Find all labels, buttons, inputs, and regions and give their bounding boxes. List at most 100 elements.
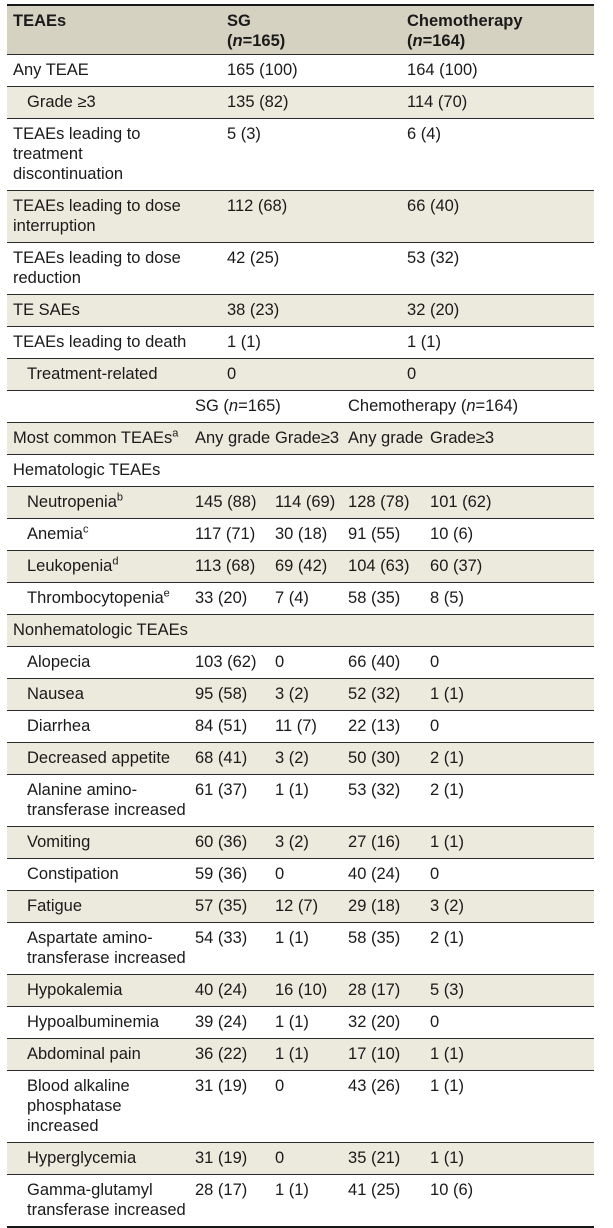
- value-cell: 54 (33): [195, 929, 248, 947]
- column-header-any-grade-sg: Any grade: [195, 422, 275, 455]
- header-label: Chemotherapy: [407, 12, 523, 30]
- table-row: Decreased appetite 68 (41) 3 (2) 50 (30)…: [7, 742, 595, 775]
- table-row: TEAEs leading to dose interruption 112 (…: [7, 190, 595, 243]
- value-cell: 95 (58): [195, 678, 275, 711]
- row-label: Hypoalbuminemia: [27, 1013, 160, 1031]
- value-cell: 3 (2): [430, 890, 595, 923]
- value-cell: 66 (40): [348, 653, 401, 671]
- column-header-any-grade-chemo: Any grade: [348, 422, 431, 455]
- value-cell: 3 (2): [275, 678, 349, 711]
- value-cell: 101 (62): [430, 486, 595, 519]
- value-cell: 43 (26): [348, 1077, 401, 1095]
- table-row: Fatigue 57 (35) 12 (7) 29 (18) 3 (2): [7, 890, 595, 923]
- footnote-marker: e: [163, 587, 170, 600]
- row-label: Constipation: [27, 865, 119, 883]
- value-cell: 35 (21): [348, 1142, 431, 1175]
- value-cell: 39 (24): [195, 1013, 248, 1031]
- value-cell: 58 (35): [348, 589, 401, 607]
- value-cell: 1 (1): [275, 929, 309, 947]
- row-label: Vomiting: [7, 826, 195, 859]
- value-cell: 38 (23): [195, 294, 349, 327]
- value-cell: 2 (1): [430, 742, 595, 775]
- value-cell: 1 (1): [275, 1181, 309, 1199]
- table-row: Grade ≥3 135 (82) 114 (70): [7, 86, 595, 119]
- row-label: Nausea: [7, 678, 195, 711]
- value-cell: 0: [275, 653, 285, 671]
- value-cell: 3 (2): [275, 742, 349, 775]
- table-header-row: TEAEs SG (n=165) Chemotherapy (n=164): [7, 5, 595, 55]
- table-row: Treatment-related 0 0: [7, 358, 595, 391]
- row-label: Fatigue: [7, 890, 195, 923]
- value-cell: 52 (32): [348, 678, 431, 711]
- row-label: Alanine amino- transferase increased: [27, 781, 186, 819]
- footnote-marker: d: [112, 555, 119, 568]
- value-cell: 50 (30): [348, 742, 431, 775]
- table-row: TE SAEs 38 (23) 32 (20): [7, 294, 595, 327]
- row-label: Gamma-glutamyl transferase increased: [27, 1181, 186, 1219]
- table-row: Constipation 59 (36) 0 40 (24) 0: [7, 858, 595, 891]
- value-cell: 5 (3): [430, 974, 595, 1007]
- table-row: Anemiac 117 (71) 30 (18) 91 (55) 10 (6): [7, 518, 595, 551]
- column-header-chemotherapy: Chemotherapy (n=164): [348, 5, 595, 55]
- value-cell: 31 (19): [195, 1077, 248, 1095]
- row-label: TEAEs leading to treatment discontinuati…: [13, 125, 141, 183]
- value-cell: 33 (20): [195, 589, 248, 607]
- row-label: TE SAEs: [7, 294, 195, 327]
- row-label: Treatment-related: [7, 358, 195, 391]
- row-label: Grade ≥3: [7, 86, 195, 119]
- value-cell: 3 (2): [275, 826, 349, 859]
- value-cell: 69 (42): [275, 550, 349, 583]
- table-row: Abdominal pain 36 (22) 1 (1) 17 (10) 1 (…: [7, 1038, 595, 1071]
- value-cell: 6 (4): [407, 125, 441, 143]
- teae-table-container: TEAEs SG (n=165) Chemotherapy (n=164) Any …: [7, 4, 595, 1228]
- empty-cell: [7, 391, 195, 423]
- value-cell: 68 (41): [195, 742, 275, 775]
- teae-table: TEAEs SG (n=165) Chemotherapy (n=164) Any …: [7, 4, 595, 1228]
- value-cell: 7 (4): [275, 589, 309, 607]
- table-row: Alopecia 103 (62) 0 66 (40) 0: [7, 646, 595, 679]
- value-cell: 114 (70): [348, 86, 595, 119]
- table-row: Nausea 95 (58) 3 (2) 52 (32) 1 (1): [7, 678, 595, 711]
- sample-size: (n=164): [407, 32, 466, 50]
- value-cell: 0: [275, 1077, 285, 1095]
- value-cell: 10 (6): [430, 525, 474, 543]
- value-cell: 112 (68): [195, 190, 349, 243]
- column-header-grade3-sg: Grade≥3: [275, 422, 349, 455]
- value-cell: 53 (32): [407, 249, 460, 267]
- value-cell: 28 (17): [195, 1181, 248, 1199]
- value-cell: 0: [348, 358, 595, 391]
- table-row: Vomiting 60 (36) 3 (2) 27 (16) 1 (1): [7, 826, 595, 859]
- value-cell: 32 (20): [348, 294, 595, 327]
- column-header-sg: SG (n=165): [195, 5, 349, 55]
- value-cell: 0: [195, 358, 349, 391]
- row-label: TEAEs leading to death: [13, 333, 187, 351]
- value-cell: 1 (1): [430, 1142, 595, 1175]
- value-cell: 0: [430, 653, 440, 671]
- value-cell: 104 (63): [348, 550, 431, 583]
- value-cell: 59 (36): [195, 865, 248, 883]
- value-cell: 135 (82): [195, 86, 349, 119]
- value-cell: 60 (36): [195, 826, 275, 859]
- value-cell: 1 (1): [430, 678, 595, 711]
- value-cell: 41 (25): [348, 1181, 401, 1199]
- section-title: Hematologic TEAEs: [13, 461, 161, 479]
- row-label: Most common TEAEsa: [7, 422, 195, 455]
- value-cell: 8 (5): [430, 589, 464, 607]
- section-header-row: Hematologic TEAEs: [7, 454, 595, 487]
- sub-header-row: SG (n=165) Chemotherapy (n=164): [7, 390, 595, 423]
- row-label: TEAEs leading to dose interruption: [7, 190, 195, 243]
- value-cell: 164 (100): [407, 61, 478, 79]
- row-label: Anemiac: [27, 523, 89, 543]
- table-row: Leukopeniad 113 (68) 69 (42) 104 (63) 60…: [7, 550, 595, 583]
- row-label: Leukopeniad: [7, 550, 195, 583]
- value-cell: 29 (18): [348, 890, 431, 923]
- row-label: Hypokalemia: [7, 974, 195, 1007]
- value-cell: 1 (1): [430, 826, 595, 859]
- value-cell: 2 (1): [430, 781, 464, 799]
- table-row: Neutropeniab 145 (88) 114 (69) 128 (78) …: [7, 486, 595, 519]
- value-cell: 12 (7): [275, 890, 349, 923]
- row-label: Blood alkaline phosphatase increased: [27, 1077, 130, 1135]
- column-header-row: Most common TEAEsa Any grade Grade≥3 Any…: [7, 422, 595, 455]
- table-row: Alanine amino- transferase increased 61 …: [7, 774, 595, 827]
- row-label: Alopecia: [27, 653, 91, 671]
